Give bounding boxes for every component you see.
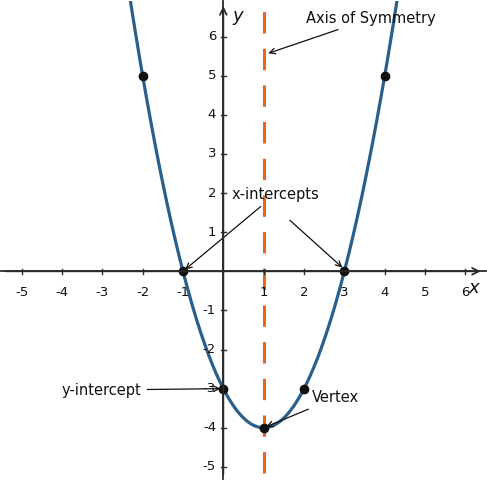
Text: -5: -5: [15, 286, 28, 299]
Text: -2: -2: [136, 286, 149, 299]
Text: -5: -5: [203, 460, 216, 473]
Text: y-intercept: y-intercept: [62, 383, 219, 397]
Text: 5: 5: [207, 69, 216, 82]
Text: x: x: [469, 279, 480, 297]
Text: -3: -3: [95, 286, 109, 299]
Text: Vertex: Vertex: [267, 390, 359, 427]
Text: 6: 6: [461, 286, 469, 299]
Text: -4: -4: [203, 421, 216, 434]
Text: 5: 5: [421, 286, 430, 299]
Text: 3: 3: [340, 286, 349, 299]
Text: -1: -1: [203, 304, 216, 317]
Text: y: y: [232, 7, 243, 25]
Text: 1: 1: [260, 286, 268, 299]
Text: 2: 2: [207, 187, 216, 200]
Text: -1: -1: [176, 286, 189, 299]
Text: Axis of Symmetry: Axis of Symmetry: [270, 11, 436, 54]
Text: 1: 1: [207, 226, 216, 239]
Text: -3: -3: [203, 382, 216, 395]
Text: 4: 4: [380, 286, 389, 299]
Text: 4: 4: [207, 108, 216, 121]
Text: 6: 6: [207, 30, 216, 43]
Text: 2: 2: [300, 286, 308, 299]
Text: -4: -4: [56, 286, 69, 299]
Text: 3: 3: [207, 147, 216, 160]
Text: -2: -2: [203, 343, 216, 356]
Text: x-intercepts: x-intercepts: [186, 187, 319, 269]
